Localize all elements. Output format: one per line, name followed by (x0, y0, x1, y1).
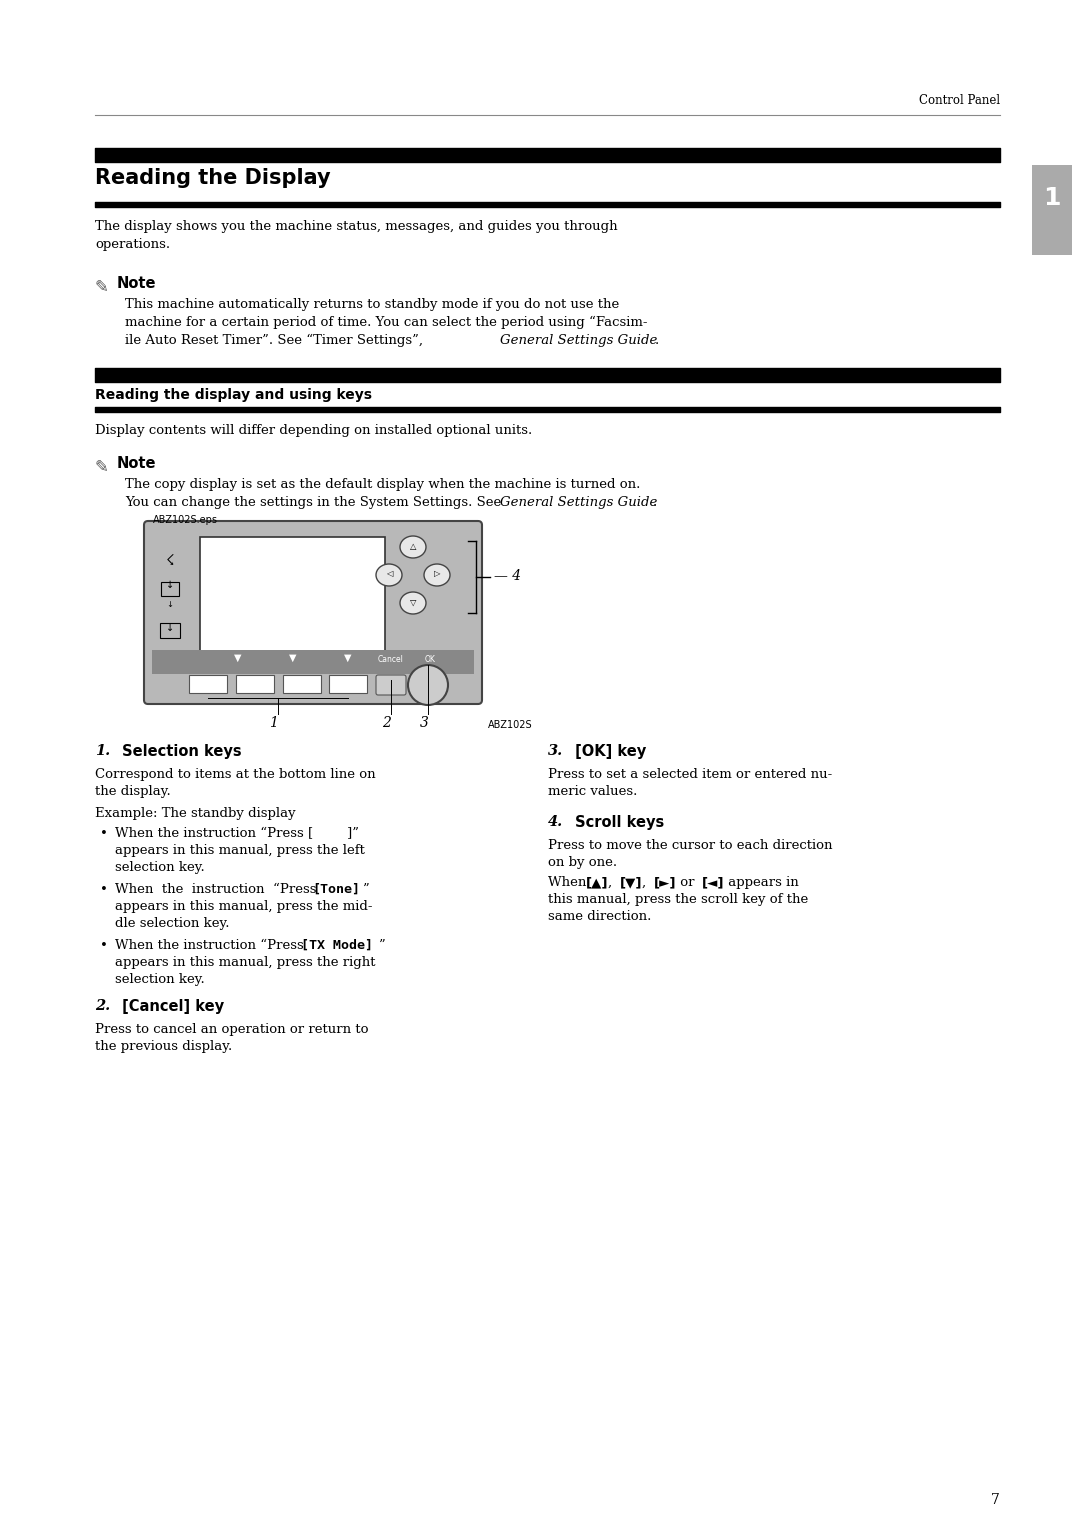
Text: The copy display is set as the default display when the machine is turned on.: The copy display is set as the default d… (125, 478, 640, 490)
Text: 1: 1 (269, 717, 278, 730)
Text: [Tone]: [Tone] (312, 883, 360, 895)
FancyBboxPatch shape (1032, 165, 1072, 255)
Text: •: • (100, 883, 108, 895)
Text: meric values.: meric values. (548, 785, 637, 798)
Text: appears in this manual, press the right: appears in this manual, press the right (114, 957, 376, 969)
FancyBboxPatch shape (376, 675, 406, 695)
Ellipse shape (400, 591, 426, 614)
Text: Reading the display and using keys: Reading the display and using keys (95, 388, 372, 402)
Text: same direction.: same direction. (548, 911, 651, 923)
Text: this manual, press the scroll key of the: this manual, press the scroll key of the (548, 892, 808, 906)
Text: ile Auto Reset Timer”. See “Timer Settings”,: ile Auto Reset Timer”. See “Timer Settin… (125, 335, 428, 347)
Text: ↓: ↓ (166, 581, 174, 590)
FancyBboxPatch shape (329, 675, 367, 694)
Text: Control Panel: Control Panel (919, 95, 1000, 107)
FancyBboxPatch shape (237, 675, 274, 694)
Circle shape (408, 665, 448, 704)
Text: selection key.: selection key. (114, 860, 205, 874)
Text: 2: 2 (381, 717, 391, 730)
Text: Cancel: Cancel (378, 656, 404, 665)
Text: 1: 1 (1043, 186, 1061, 209)
Text: When the instruction “Press: When the instruction “Press (114, 940, 308, 952)
Text: the previous display.: the previous display. (95, 1041, 232, 1053)
Text: ▼: ▼ (234, 652, 242, 663)
Text: ,: , (642, 876, 650, 889)
Text: ◁: ◁ (386, 570, 392, 579)
Text: •: • (100, 827, 108, 840)
Text: The display shows you the machine status, messages, and guides you through: The display shows you the machine status… (95, 220, 618, 232)
Text: ✎: ✎ (95, 458, 109, 477)
FancyBboxPatch shape (189, 675, 227, 694)
Text: [Cancel] key: [Cancel] key (117, 999, 225, 1015)
FancyBboxPatch shape (152, 649, 474, 674)
Text: Display contents will differ depending on installed optional units.: Display contents will differ depending o… (95, 423, 532, 437)
Text: ☇: ☇ (165, 553, 174, 568)
Text: [◄]: [◄] (702, 876, 725, 889)
Text: ▼: ▼ (345, 652, 352, 663)
Text: the display.: the display. (95, 785, 171, 798)
Text: Note: Note (117, 277, 157, 290)
Text: 3: 3 (419, 717, 429, 730)
FancyBboxPatch shape (283, 675, 321, 694)
Text: ABZ102S.eps: ABZ102S.eps (153, 515, 218, 526)
Text: 3.: 3. (548, 744, 564, 758)
Text: ▽: ▽ (409, 597, 416, 607)
Text: Note: Note (117, 455, 157, 471)
Text: Press to cancel an operation or return to: Press to cancel an operation or return t… (95, 1024, 368, 1036)
Text: .: . (653, 497, 658, 509)
Text: When: When (548, 876, 591, 889)
FancyBboxPatch shape (144, 521, 482, 704)
Text: appears in: appears in (724, 876, 799, 889)
Text: ”: ” (378, 940, 384, 952)
Text: — 4: — 4 (494, 568, 522, 584)
Text: OK: OK (424, 656, 435, 665)
Ellipse shape (400, 536, 426, 558)
Text: dle selection key.: dle selection key. (114, 917, 229, 931)
Text: Selection keys: Selection keys (117, 744, 242, 759)
Text: When  the  instruction  “Press: When the instruction “Press (114, 883, 321, 895)
Text: Correspond to items at the bottom line on: Correspond to items at the bottom line o… (95, 769, 376, 781)
Text: ABZ102S: ABZ102S (488, 720, 532, 730)
Text: .: . (654, 335, 659, 347)
Text: When the instruction “Press [        ]”: When the instruction “Press [ ]” (114, 827, 359, 840)
Text: ,: , (608, 876, 617, 889)
Text: •: • (100, 940, 108, 952)
Text: 1.: 1. (95, 744, 110, 758)
Text: ”: ” (362, 883, 368, 895)
Text: 4.: 4. (548, 814, 564, 830)
Text: △: △ (409, 541, 416, 550)
Text: appears in this manual, press the left: appears in this manual, press the left (114, 843, 365, 857)
Text: [OK] key: [OK] key (570, 744, 646, 759)
Ellipse shape (424, 564, 450, 587)
Text: You can change the settings in the System Settings. See: You can change the settings in the Syste… (125, 497, 505, 509)
Text: Example: The standby display: Example: The standby display (95, 807, 296, 821)
Text: Reading the Display: Reading the Display (95, 168, 330, 188)
Text: ✎: ✎ (95, 278, 109, 296)
Text: ▷: ▷ (434, 570, 441, 579)
Text: 7: 7 (991, 1493, 1000, 1507)
Text: Press to move the cursor to each direction: Press to move the cursor to each directi… (548, 839, 833, 853)
Text: operations.: operations. (95, 238, 171, 251)
FancyBboxPatch shape (200, 536, 384, 652)
Text: ↓: ↓ (166, 623, 174, 633)
Text: appears in this manual, press the mid-: appears in this manual, press the mid- (114, 900, 373, 914)
Text: 2.: 2. (95, 999, 110, 1013)
Text: This machine automatically returns to standby mode if you do not use the: This machine automatically returns to st… (125, 298, 619, 312)
Text: selection key.: selection key. (114, 973, 205, 986)
Text: [►]: [►] (654, 876, 676, 889)
Ellipse shape (376, 564, 402, 587)
Text: machine for a certain period of time. You can select the period using “Facsim-: machine for a certain period of time. Yo… (125, 316, 648, 329)
Text: Scroll keys: Scroll keys (570, 814, 664, 830)
Text: [▼]: [▼] (620, 876, 643, 889)
Text: or: or (676, 876, 699, 889)
Text: [TX Mode]: [TX Mode] (301, 940, 373, 952)
Text: General Settings Guide: General Settings Guide (500, 335, 658, 347)
Text: [▲]: [▲] (586, 876, 608, 889)
Text: ▼: ▼ (289, 652, 297, 663)
Text: on by one.: on by one. (548, 856, 617, 869)
Text: ↓: ↓ (166, 601, 174, 610)
Text: Press to set a selected item or entered nu-: Press to set a selected item or entered … (548, 769, 833, 781)
Text: General Settings Guide: General Settings Guide (500, 497, 658, 509)
